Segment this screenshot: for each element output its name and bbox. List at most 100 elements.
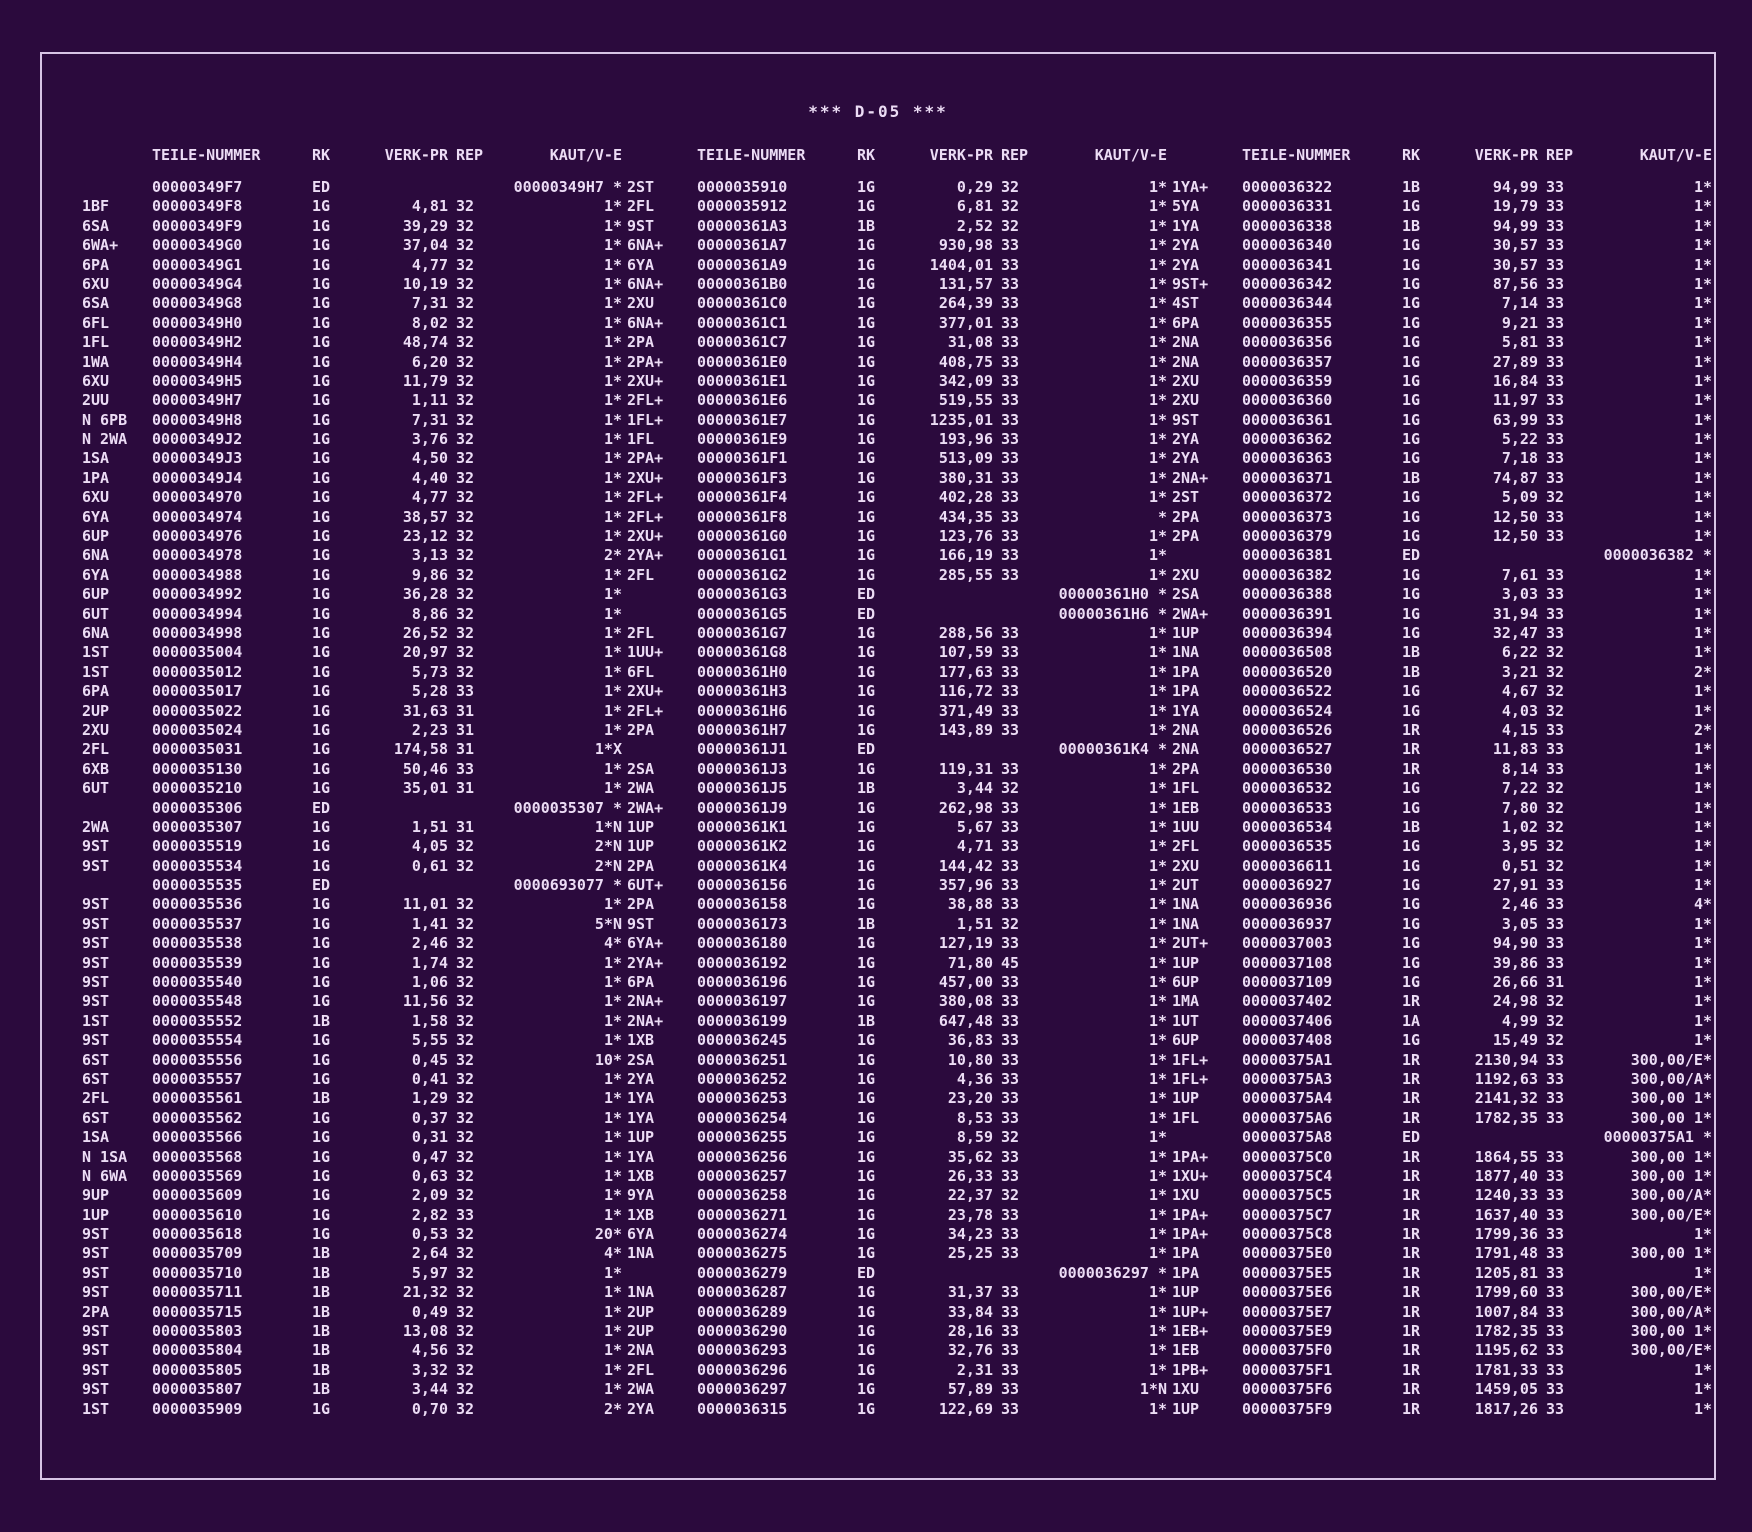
rk-cell: 1G [1402, 352, 1421, 371]
kaut-cell: 1* [1148, 1302, 1167, 1321]
part-number-cell: 00000361F8 [697, 507, 788, 526]
code-cell: 6NA+ [627, 236, 664, 255]
table-row: 6UT 0000034994 1G 8,86 32 1* [82, 605, 622, 624]
code-cell: 6YA [627, 1225, 655, 1244]
kaut-cell: 1* [1148, 197, 1167, 216]
rep-cell: 32 [456, 914, 475, 933]
code-cell: 5YA [1172, 197, 1200, 216]
table-row: 9ST 0000035539 1G 1,74 32 1* [82, 954, 622, 973]
rk-cell: 1B [857, 779, 876, 798]
part-number-cell: 0000035566 [152, 1128, 243, 1147]
price-cell: 402,28 [938, 488, 993, 507]
kaut-cell: 300,00 1* [1630, 1166, 1712, 1185]
kaut-cell: 1* [603, 1031, 622, 1050]
code-cell: 1EB [1172, 1341, 1200, 1360]
price-cell: 119,31 [938, 759, 993, 778]
table-row: 1YA 0000036254 1G 8,53 33 1* [627, 1109, 1167, 1128]
rep-cell: 33 [1546, 895, 1565, 914]
price-cell: 4,99 [1501, 1011, 1538, 1030]
rep-cell: 33 [1001, 488, 1020, 507]
price-cell: 3,05 [1501, 914, 1538, 933]
kaut-cell: 1* [1693, 391, 1712, 410]
rep-cell: 32 [456, 410, 475, 429]
kaut-cell: 1* [603, 1186, 622, 1205]
kaut-cell: 1* [1693, 1380, 1712, 1399]
rep-cell: 32 [456, 1322, 475, 1341]
table-row: 6UT+ 0000036156 1G 357,96 33 1* [627, 876, 1167, 895]
rk-cell: 1G [857, 1166, 876, 1185]
part-number-cell: 00000375E5 [1242, 1263, 1333, 1282]
rk-cell: 1G [1402, 255, 1421, 274]
rep-cell: 32 [456, 1011, 475, 1030]
rep-cell: 33 [1546, 178, 1565, 196]
price-cell: 38,57 [402, 507, 448, 526]
code-cell: 2NA [1172, 333, 1200, 352]
part-number-cell: 00000349G4 [152, 274, 243, 293]
part-number-cell: 00000361G5 [697, 604, 788, 623]
table-row: 2WA 00000361J5 1B 3,44 32 1* [627, 779, 1167, 798]
rk-cell: 1G [312, 352, 331, 371]
kaut-cell: 1* [1693, 798, 1712, 817]
part-number-cell: 00000361K2 [697, 837, 788, 856]
table-row: 1UP 00000375F9 1R 1817,26 33 1* [1172, 1400, 1712, 1419]
code-cell: 1FL+ [627, 410, 664, 429]
kaut-cell: 1* [1148, 1108, 1167, 1127]
part-number-cell: 0000036180 [697, 934, 788, 953]
table-row: 2FL+ 00000361H6 1G 371,49 33 1* [627, 702, 1167, 721]
part-number-cell: 00000375E7 [1242, 1302, 1333, 1321]
code-cell: 6YA [627, 255, 655, 274]
rk-cell: 1G [857, 1205, 876, 1224]
table-row: 1XB 0000036271 1G 23,78 33 1* [627, 1206, 1167, 1225]
rep-cell: 33 [1001, 643, 1020, 662]
table-row: 9ST 0000035548 1G 11,56 32 1* [82, 992, 622, 1011]
part-number-cell: 0000036355 [1242, 313, 1333, 332]
rep-cell: 33 [456, 682, 475, 701]
code-cell: 1UP [1172, 1399, 1200, 1418]
part-number-cell: 0000036530 [1242, 759, 1333, 778]
code-cell: 2FL+ [627, 488, 664, 507]
rep-cell: 33 [1001, 1108, 1020, 1127]
kaut-cell: 1* [1148, 837, 1167, 856]
code-cell: 2FL [1172, 837, 1200, 856]
rk-cell: 1G [857, 1089, 876, 1108]
rep-cell: 33 [1001, 1380, 1020, 1399]
part-number-cell: 0000035307 [152, 817, 243, 836]
table-row: 2NA 0000036526 1R 4,15 33 2* [1172, 721, 1712, 740]
table-row: 6ST 0000035556 1G 0,45 32 10* [82, 1051, 622, 1070]
rk-cell: 1G [1402, 604, 1421, 623]
code-cell: 2WA [627, 779, 655, 798]
price-cell: 3,32 [411, 1360, 448, 1379]
rk-cell: 1G [312, 410, 331, 429]
table-row: 0000035535 ED 0000693077 * [82, 876, 622, 895]
rep-cell: 32 [1546, 701, 1565, 720]
code-cell: 2FL [82, 740, 110, 759]
kaut-cell: 1* [1148, 1360, 1167, 1379]
rk-cell: 1G [1402, 953, 1421, 972]
price-cell: 4,77 [411, 488, 448, 507]
price-cell: 1,58 [411, 1011, 448, 1030]
code-cell: 1XU+ [1172, 1166, 1209, 1185]
kaut-header: KAUT/V-E [1639, 146, 1712, 164]
table-row: 2FL 0000035912 1G 6,81 32 1* [627, 197, 1167, 216]
price-cell: 11,01 [402, 895, 448, 914]
price-cell: 8,86 [411, 604, 448, 623]
rep-cell: 32 [456, 313, 475, 332]
part-number-cell: 0000036362 [1242, 430, 1333, 449]
rep-cell: 31 [1546, 973, 1565, 992]
code-cell: 2PA [627, 720, 655, 739]
rep-header: REP [1001, 146, 1029, 164]
rep-cell: 33 [1546, 449, 1565, 468]
code-cell: 2UU [82, 391, 110, 410]
rep-cell: 33 [1001, 1069, 1020, 1088]
rk-cell: 1G [312, 1225, 331, 1244]
code-cell: 2YA [1172, 449, 1200, 468]
table-row: 1FL+ 00000375A3 1R 1192,63 33 300,00/A* [1172, 1070, 1712, 1089]
kaut-cell: 1* [1148, 953, 1167, 972]
rk-header: RK [857, 146, 876, 164]
price-cell: 25,25 [947, 1244, 993, 1263]
code-cell: 2ST [627, 178, 655, 196]
code-cell: 6XU [82, 371, 110, 390]
code-cell: 2WA [82, 817, 110, 836]
rk-cell: 1G [1402, 488, 1421, 507]
table-row: 2UU 00000349H7 1G 1,11 32 1* [82, 391, 622, 410]
